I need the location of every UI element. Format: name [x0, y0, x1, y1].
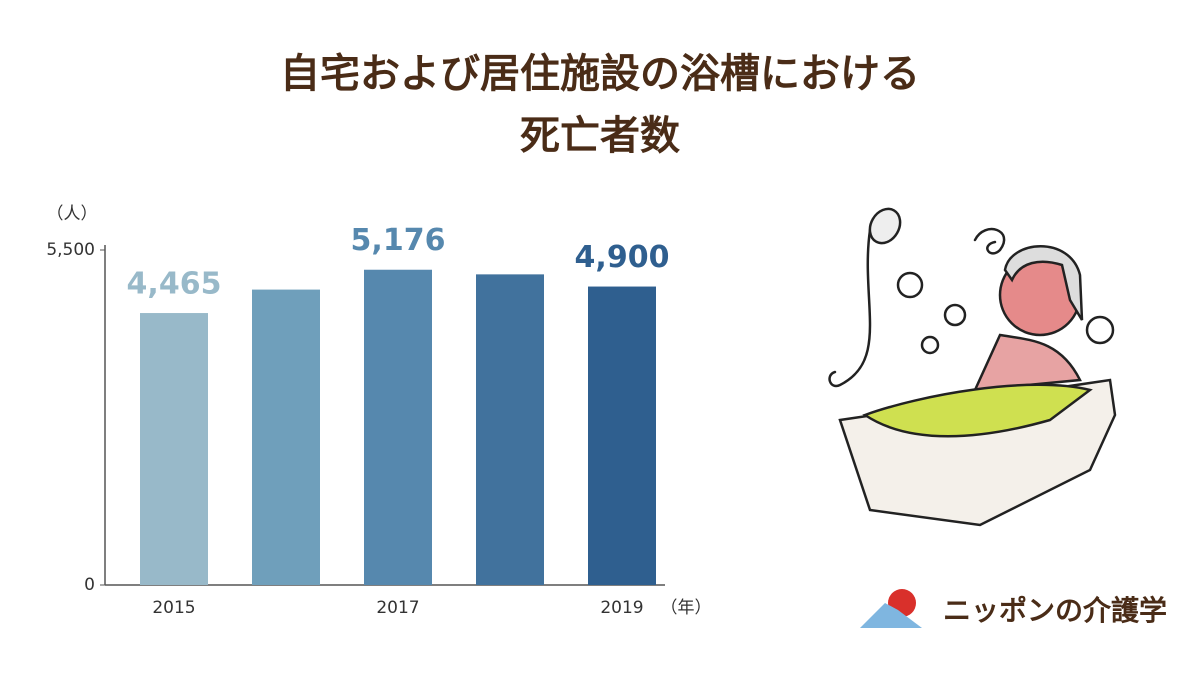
- brand: ニッポンの介護学: [943, 594, 1167, 627]
- x-tick-label: 2017: [376, 598, 419, 618]
- chart-title: 死亡者数: [520, 113, 680, 159]
- illustration: [828, 207, 1117, 527]
- bar: [364, 269, 432, 585]
- bar: [588, 286, 656, 585]
- value-label: 5,176: [351, 223, 446, 258]
- y-tick-label: 0: [84, 575, 95, 595]
- logo-mountain: [860, 603, 922, 628]
- chart-title: 自宅および居住施設の浴槽における: [280, 51, 920, 97]
- y-tick-label: 5,500: [46, 240, 95, 260]
- bar: [476, 274, 544, 585]
- value-label: 4,900: [575, 240, 670, 275]
- logo: ニッポンの介護学: [860, 589, 1167, 628]
- x-tick-label: 2019: [600, 598, 643, 618]
- bar: [252, 289, 320, 585]
- y-unit: （人）: [47, 204, 98, 224]
- x-unit: （年）: [661, 598, 712, 618]
- value-label: 4,465: [127, 267, 222, 302]
- x-tick-label: 2015: [152, 598, 195, 618]
- bar: [140, 313, 208, 585]
